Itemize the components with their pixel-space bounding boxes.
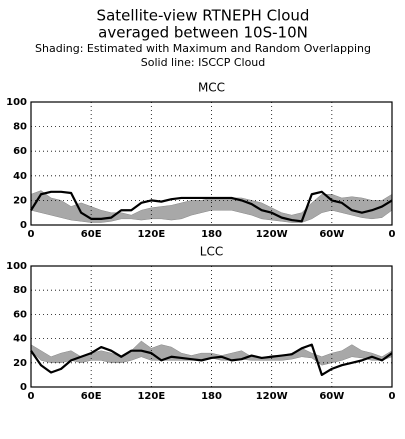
x-tick-label: 0 bbox=[389, 229, 396, 240]
y-tick-label: 60 bbox=[13, 146, 27, 157]
panel-title: MCC bbox=[198, 81, 225, 95]
x-tick-label: 180 bbox=[201, 229, 222, 240]
estimate-band bbox=[30, 340, 393, 366]
x-tick-label: 60E bbox=[81, 229, 102, 240]
y-tick-label: 40 bbox=[13, 171, 27, 182]
x-tick-label: 60W bbox=[319, 391, 344, 402]
y-tick-label: 80 bbox=[13, 122, 27, 133]
title-line: Satellite-view RTNEPH Cloud bbox=[97, 7, 310, 25]
x-tick-label: 60E bbox=[81, 391, 102, 402]
isccp-line bbox=[30, 190, 393, 223]
x-tick-label: 120W bbox=[256, 229, 288, 240]
y-tick-label: 20 bbox=[13, 195, 27, 206]
y-tick-label: 40 bbox=[13, 334, 27, 345]
x-tick-label: 120E bbox=[137, 391, 165, 402]
x-tick-label: 0 bbox=[28, 391, 35, 402]
isccp-line bbox=[30, 343, 393, 376]
y-tick-label: 20 bbox=[13, 358, 27, 369]
x-tick-label: 0 bbox=[389, 391, 396, 402]
x-tick-label: 0 bbox=[28, 229, 35, 240]
subtitle-line: Solid line: ISCCP Cloud bbox=[141, 56, 266, 69]
x-tick-label: 120W bbox=[256, 391, 288, 402]
x-tick-label: 60W bbox=[319, 229, 344, 240]
plot-frame bbox=[30, 265, 393, 388]
y-tick-label: 100 bbox=[6, 261, 27, 272]
y-tick-label: 60 bbox=[13, 309, 27, 320]
y-tick-label: 80 bbox=[13, 285, 27, 296]
x-tick-label: 120E bbox=[137, 229, 165, 240]
plot-frame bbox=[30, 101, 393, 226]
x-tick-label: 180 bbox=[201, 391, 222, 402]
y-tick-label: 100 bbox=[6, 97, 27, 108]
y-tick-label: 0 bbox=[20, 220, 27, 231]
y-tick-label: 0 bbox=[20, 382, 27, 393]
panel-title: LCC bbox=[200, 245, 223, 259]
subtitle-line: Shading: Estimated with Maximum and Rand… bbox=[35, 42, 371, 55]
title-line: averaged between 10S-10N bbox=[98, 24, 308, 42]
